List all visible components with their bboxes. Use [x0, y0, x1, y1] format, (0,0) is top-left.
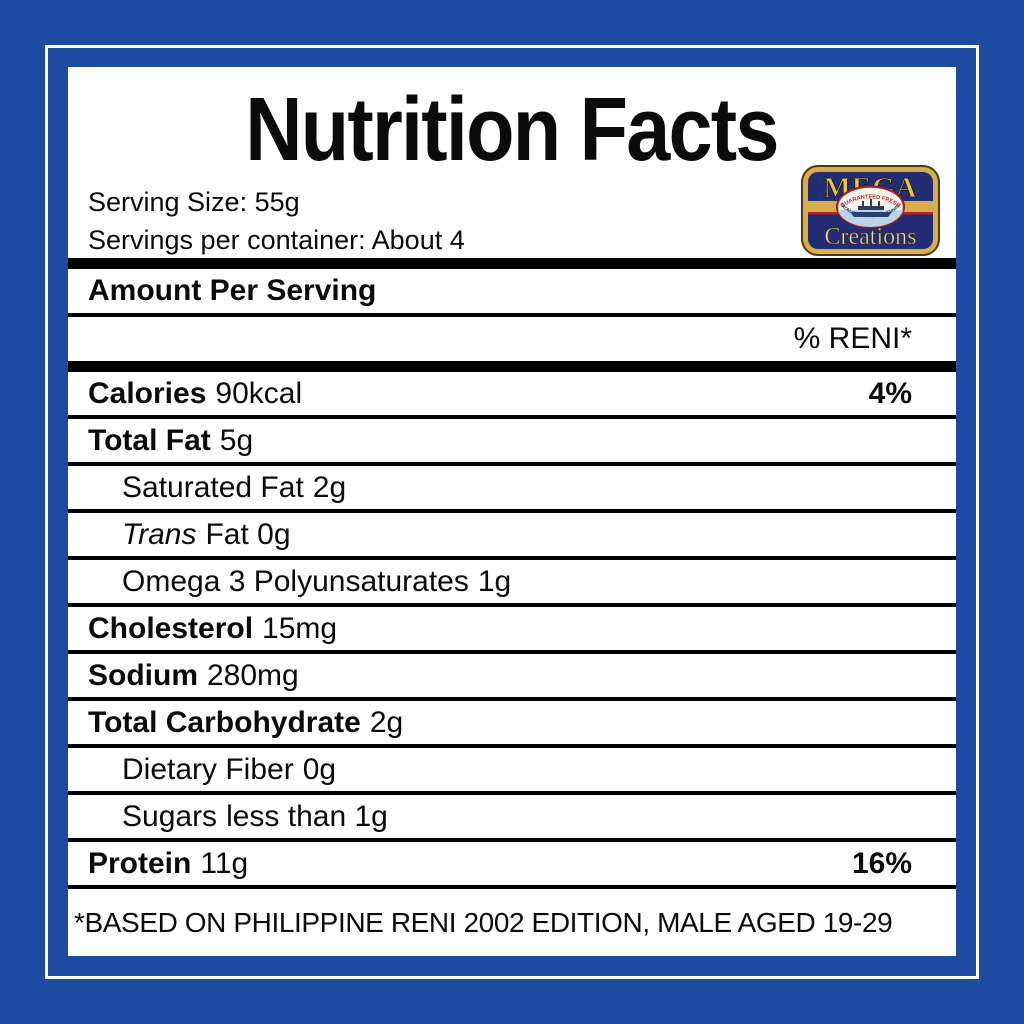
- section-divider-bar: [68, 361, 956, 372]
- logo-subbrand-text: Creations: [825, 224, 917, 250]
- serving-info: Serving Size: 55g Servings per container…: [68, 183, 956, 259]
- amount-per-serving-row: Amount Per Serving: [68, 269, 956, 317]
- percent-reni-header-row: % RENI*: [68, 317, 956, 361]
- nutrient-label: Sugars: [122, 799, 218, 833]
- label-title: Nutrition Facts: [245, 80, 780, 180]
- row-calories: Calories 90kcal 4%: [68, 372, 956, 419]
- nutrition-facts-label: Nutrition Facts Serving Size: 55g Servin…: [68, 67, 956, 956]
- reni-footnote-text: *BASED ON PHILIPPINE RENI 2002 EDITION, …: [74, 906, 893, 938]
- nutrient-label: Dietary Fiber: [122, 752, 294, 786]
- section-divider-bar: [68, 258, 956, 269]
- row-omega-3-polyunsaturates: Omega 3 Polyunsaturates 1g: [68, 560, 956, 607]
- nutrient-label: Calories: [88, 376, 207, 410]
- servings-per-container-text: Servings per container: About 4: [88, 225, 465, 255]
- row-sugars: Sugars less than 1g: [68, 795, 956, 842]
- nutrient-amount: 11g: [200, 846, 249, 880]
- nutrient-amount: 280mg: [207, 658, 299, 692]
- row-dietary-fiber: Dietary Fiber 0g: [68, 748, 956, 795]
- nutrient-percent: 16%: [851, 846, 912, 880]
- nutrient-amount: 1g: [477, 564, 512, 598]
- row-trans-fat: Trans Fat 0g: [68, 513, 956, 560]
- nutrient-label: Total Fat: [88, 423, 211, 457]
- row-total-carbohydrate: Total Carbohydrate 2g: [68, 701, 956, 748]
- nutrient-amount: 90kcal: [215, 376, 303, 410]
- nutrient-label: Trans: [122, 517, 197, 551]
- nutrient-amount: 2g: [312, 470, 347, 504]
- nutrient-percent: 4%: [868, 376, 912, 410]
- nutrient-amount: 15mg: [262, 611, 338, 645]
- mega-creations-logo: MEGA: [801, 165, 940, 256]
- serving-size-text: Serving Size: 55g: [88, 187, 300, 217]
- nutrient-amount: less than 1g: [226, 799, 388, 833]
- nutrient-label: Cholesterol: [88, 611, 254, 645]
- row-total-fat: Total Fat 5g: [68, 419, 956, 466]
- amount-per-serving-label: Amount Per Serving: [88, 274, 377, 307]
- nutrient-label: Saturated Fat: [122, 470, 304, 504]
- percent-reni-header: % RENI*: [793, 322, 912, 355]
- row-protein: Protein 11g 16%: [68, 842, 956, 889]
- nutrient-amount: 5g: [219, 423, 254, 457]
- nutrient-amount: 0g: [302, 752, 337, 786]
- nutrient-label: Omega 3 Polyunsaturates: [122, 564, 469, 598]
- row-cholesterol: Cholesterol 15mg: [68, 607, 956, 654]
- ship-icon: [850, 199, 892, 217]
- nutrient-label: Sodium: [88, 658, 198, 692]
- white-frame-line: [45, 45, 979, 979]
- reni-footnote: *BASED ON PHILIPPINE RENI 2002 EDITION, …: [68, 889, 956, 956]
- nutrient-label: Total Carbohydrate: [88, 705, 361, 739]
- nutrient-label: Protein: [88, 846, 192, 880]
- logo-ship-seal: GUARANTEED FRESH FROM CATCHING TO CANNIN…: [836, 185, 905, 229]
- nutrient-amount: Fat 0g: [205, 517, 291, 551]
- row-sodium: Sodium 280mg: [68, 654, 956, 701]
- label-header: Nutrition Facts Serving Size: 55g Servin…: [68, 67, 956, 258]
- row-saturated-fat: Saturated Fat 2g: [68, 466, 956, 513]
- nutrient-amount: 2g: [369, 705, 404, 739]
